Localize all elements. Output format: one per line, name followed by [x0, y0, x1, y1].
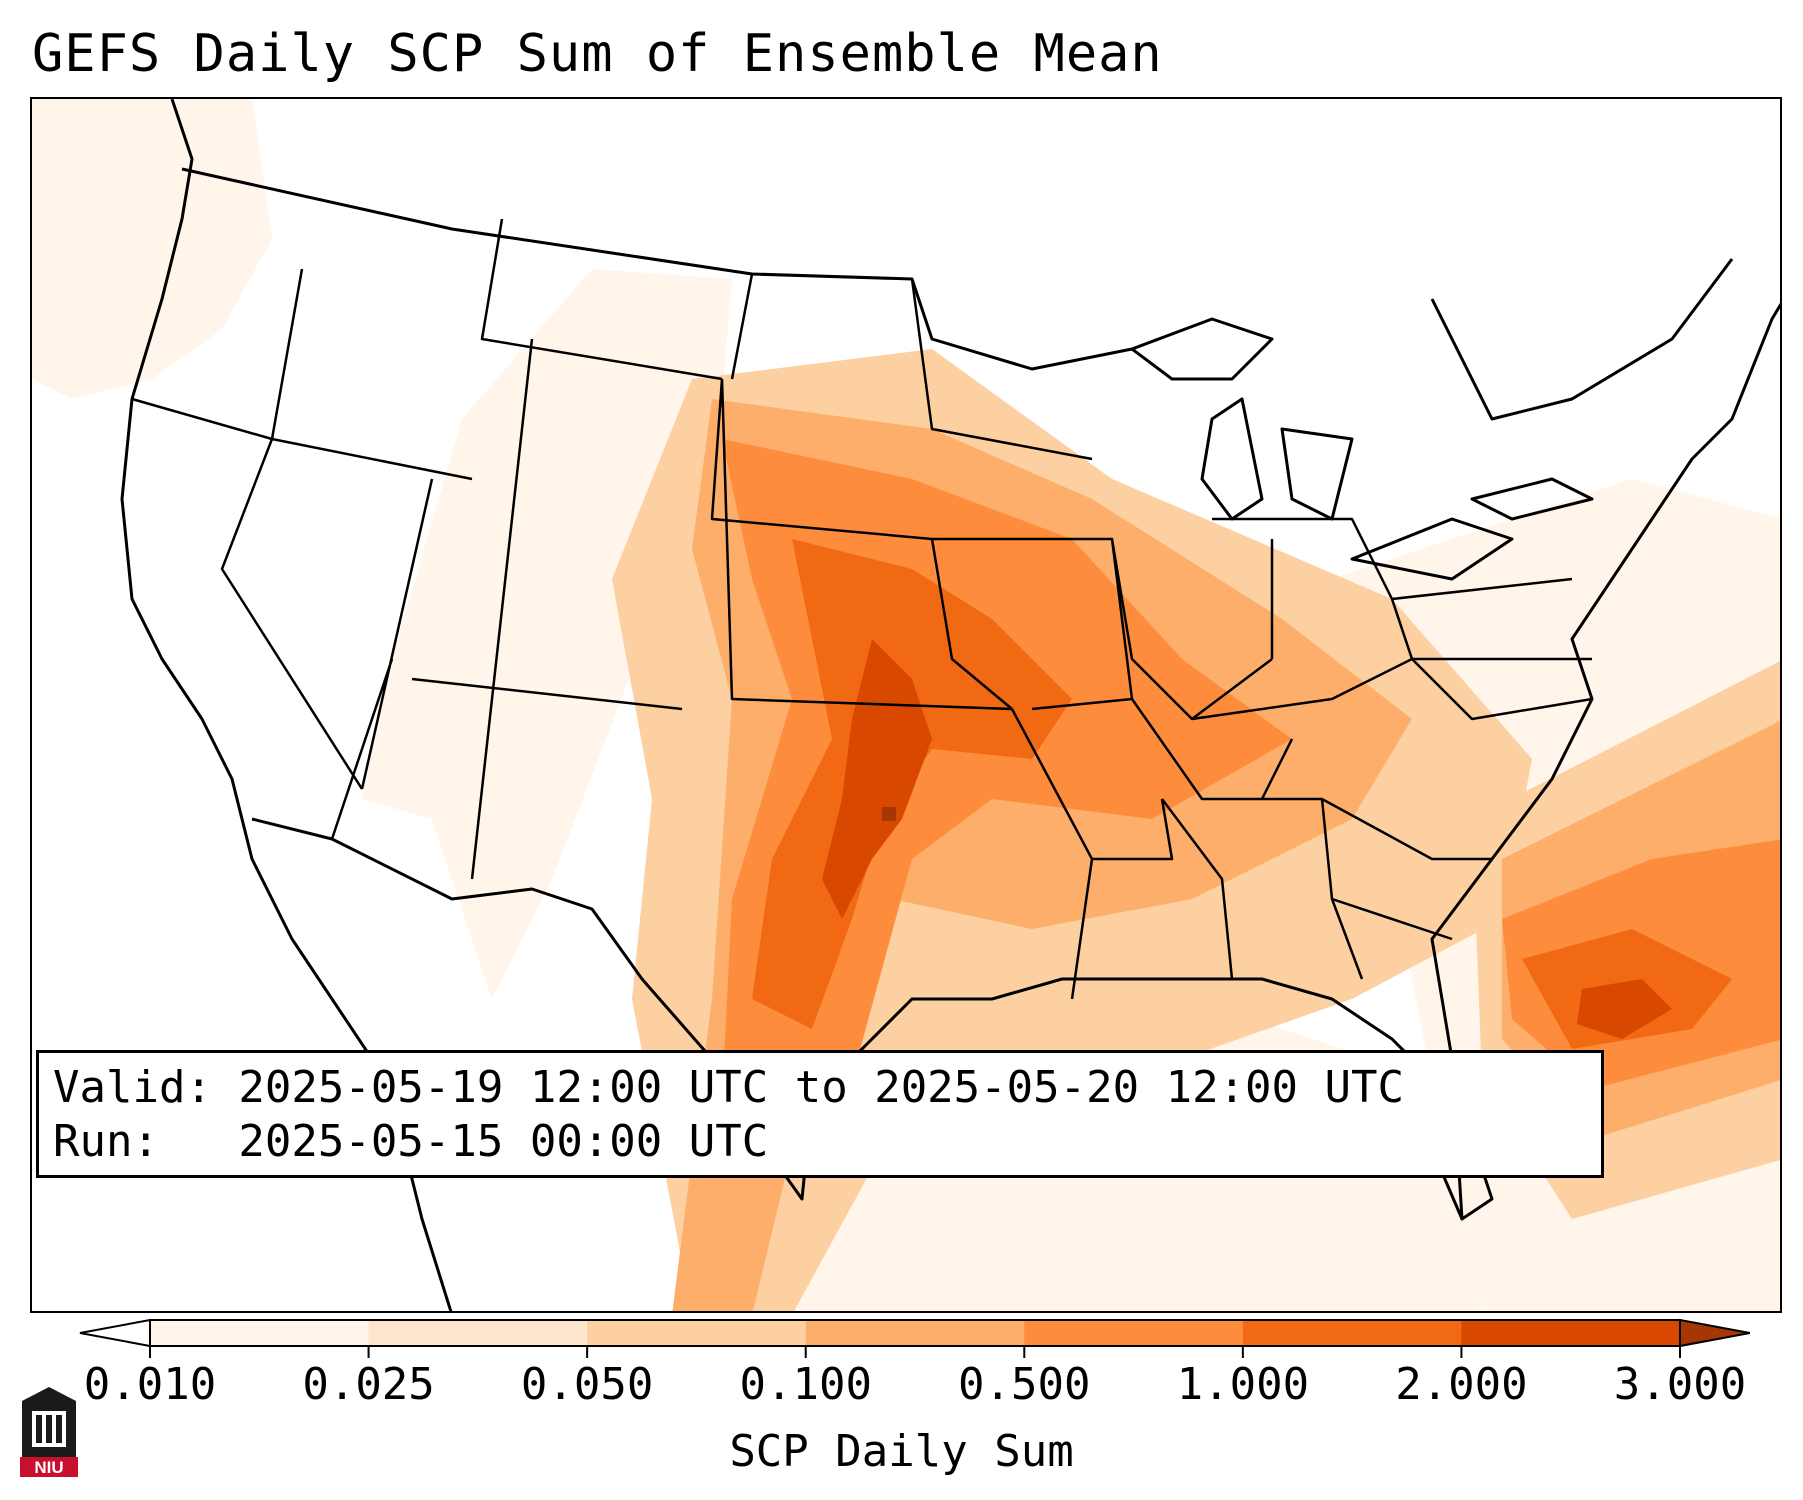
scp-field-faint-west [32, 99, 272, 399]
scp-field-max-atlantic [1577, 979, 1672, 1039]
colorbar-tick-label: 0.010 [83, 1359, 217, 1410]
scp-field-peak [882, 807, 896, 821]
state-lines [131, 218, 1593, 1000]
colorbar-extend-high [1679, 1318, 1750, 1348]
colorbar-outline [149, 1319, 1681, 1347]
colorbar-label: SCP Daily Sum [729, 1426, 1074, 1477]
logo-text: NIU [34, 1458, 63, 1477]
scp-field-max-central [822, 639, 932, 919]
colorbar-tick-label: 1.000 [1176, 1359, 1310, 1410]
colorbar-segment [368, 1320, 588, 1346]
scp-field-faint-plains [362, 269, 732, 999]
colorbar-segment [1461, 1320, 1681, 1346]
colorbar-segment [805, 1320, 1025, 1346]
us-mexico-border [251, 817, 644, 980]
valid-time-text: Valid: 2025-05-19 12:00 UTC to 2025-05-2… [53, 1062, 1405, 1113]
colorbar-tick-label: 0.050 [520, 1359, 654, 1410]
colorbar [79, 1318, 1750, 1358]
scp-field-verystrong-central [752, 539, 1072, 1029]
colorbar-segment [587, 1320, 807, 1346]
colorbar-extend-low [79, 1318, 151, 1348]
run-time-text: Run: 2025-05-15 00:00 UTC [53, 1116, 769, 1167]
niu-logo: NIU [20, 1387, 78, 1477]
colorbar-tick-label: 0.500 [958, 1359, 1091, 1410]
map-title: GEFS Daily SCP Sum of Ensemble Mean [32, 24, 1163, 84]
colorbar-segment [1024, 1320, 1244, 1346]
east-coast [1430, 302, 1780, 1220]
valid-run-info-box: Valid: 2025-05-19 12:00 UTC to 2025-05-2… [36, 1050, 1604, 1178]
colorbar-tick-label: 2.000 [1395, 1359, 1528, 1410]
colorbar-tick-label: 0.025 [302, 1359, 435, 1410]
colorbar-tick-label: 0.100 [739, 1359, 872, 1410]
colorbar-segment [1242, 1320, 1462, 1346]
colorbar-tick-label: 3.000 [1613, 1359, 1747, 1410]
colorbar-segment [150, 1320, 370, 1346]
